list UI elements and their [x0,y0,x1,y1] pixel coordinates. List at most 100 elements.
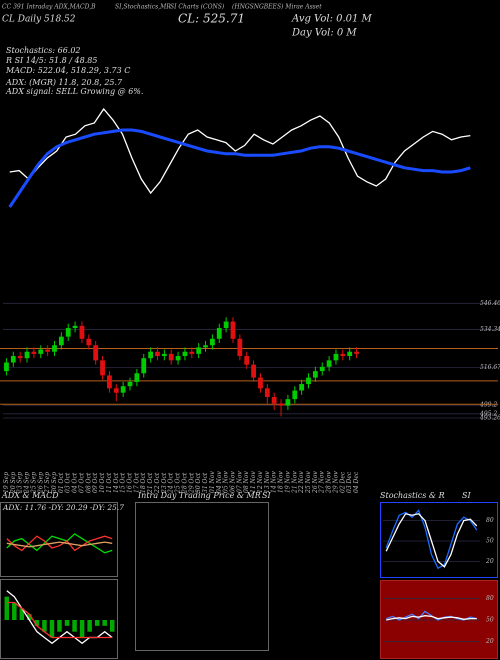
candle-body [141,358,147,374]
x-tick-label: 28 Oct [181,472,188,494]
series-line [8,128,471,208]
adx-box [0,502,118,577]
candle-body [10,356,16,363]
histogram-bar [19,608,25,620]
x-tick-label: 04 Dec [353,471,360,493]
x-tick-label: 25 Sep [30,472,37,494]
x-tick-label: 12 Nov [257,471,264,493]
histogram-bar [42,620,47,632]
x-tick-label: 08 Nov [243,471,250,493]
x-tick-label: 13 Nov [264,471,271,493]
histogram-bar [87,620,92,632]
candle-body [107,375,112,389]
series-line [6,541,113,548]
candle-body [278,403,284,406]
x-tick-label: 29 Nov [332,471,339,494]
candle-body [230,321,236,339]
x-tick-label: 03 Dec [346,471,353,493]
x-tick-label: 07 Nov [236,471,243,493]
panel-title: SI [262,491,271,500]
candle-body [148,351,154,359]
candle-body [223,321,229,329]
indicator: ADX: (MGR) 11.8, 20.8, 25.7 [5,78,123,87]
candle-body [79,325,85,339]
x-tick-label: 18 Oct [140,472,147,493]
candle-body [354,351,359,354]
histogram-bar [4,596,10,620]
y-tick-label: 20 [485,638,494,645]
x-tick-label: 21 Nov [291,471,298,494]
histogram-bar [79,620,85,638]
candle-body [134,373,140,382]
candle-body [38,349,44,354]
panel-title: Stochastics & R [380,491,445,500]
candle-body [264,388,270,397]
x-tick-label: 18 Nov [278,471,285,493]
x-tick-label: 21 Oct [147,472,154,494]
histogram-bar [102,620,107,626]
y-tick-label: 546.46 [480,300,500,307]
candle-body [244,356,250,365]
x-tick-label: 31 Oct [202,472,209,493]
candle-body [127,381,133,387]
candle-body [285,399,291,406]
indicator: ADX signal: SELL Growing @ 6%. [5,87,143,96]
y-tick-label: 516.67 [480,364,500,371]
candle-body [347,351,353,357]
histogram-bar [94,620,100,626]
x-tick-label: 27 Sep [44,472,51,494]
histogram-bar [109,620,115,632]
panel-title: ADX & MACD [1,491,59,500]
x-tick-label: 01 Nov [209,471,216,493]
series-line [385,513,478,568]
header-text: SI,Stochastics,MR [115,4,171,11]
x-tick-label: 22 Nov [298,471,305,494]
x-tick-label: 14 Oct [113,472,120,493]
candle-body [340,353,346,357]
candle-body [31,351,37,354]
histogram-bar [72,620,77,632]
x-tick-label: 04 Oct [72,472,79,493]
candle-body [306,377,311,385]
panel-title: Intra Day Trading Price & MR [137,491,261,500]
indicator: R SI 14/5: 51.8 / 48.85 [5,56,97,65]
x-tick-label: 17 Oct [133,472,140,493]
candle-body [45,349,51,352]
macd-box [0,579,118,659]
day-vol: Day Vol: 0 M [291,28,357,39]
series-line [386,615,477,621]
indicator: MACD: 522.04, 518.29, 3.73 C [5,66,130,75]
x-tick-label: 15 Oct [120,472,127,493]
x-tick-label: 11 Oct [106,472,113,493]
candle-body [271,396,277,404]
stoch-box [380,502,498,578]
candle-body [72,325,78,329]
x-tick-label: 23 Oct [161,472,168,494]
header-text: (HNGSNGBEES) Mirae Asset [232,4,322,11]
candle-body [58,336,64,346]
x-tick-label: 26 Sep [37,472,44,494]
candle-body [175,356,181,361]
x-tick-label: 29 Oct [188,472,195,494]
histogram-bar [64,620,70,626]
x-tick-label: 08 Oct [85,472,92,493]
y-tick-label: 50 [486,538,494,545]
x-tick-label: 26 Nov [312,471,319,494]
candle-body [251,364,256,378]
header-text: SI Charts (CONS) [170,4,225,11]
candle-body [209,338,215,346]
histogram-bar [49,620,55,638]
y-tick-label: 495.2 [479,410,497,417]
x-tick-label: 30 Oct [195,472,202,493]
histogram-bar [34,620,40,626]
y-tick-label: 534.34 [480,326,500,333]
candle-body [319,366,325,372]
x-tick-label: 25 Oct [175,472,182,494]
y-tick-label: 20 [485,558,494,565]
series-line [6,535,113,552]
x-tick-label: 11 Nov [250,471,257,493]
x-tick-label: 07 Oct [78,472,85,493]
header-text: CC 391 Intraday ADX,MACD,B [2,4,96,11]
candle-body [196,347,202,354]
